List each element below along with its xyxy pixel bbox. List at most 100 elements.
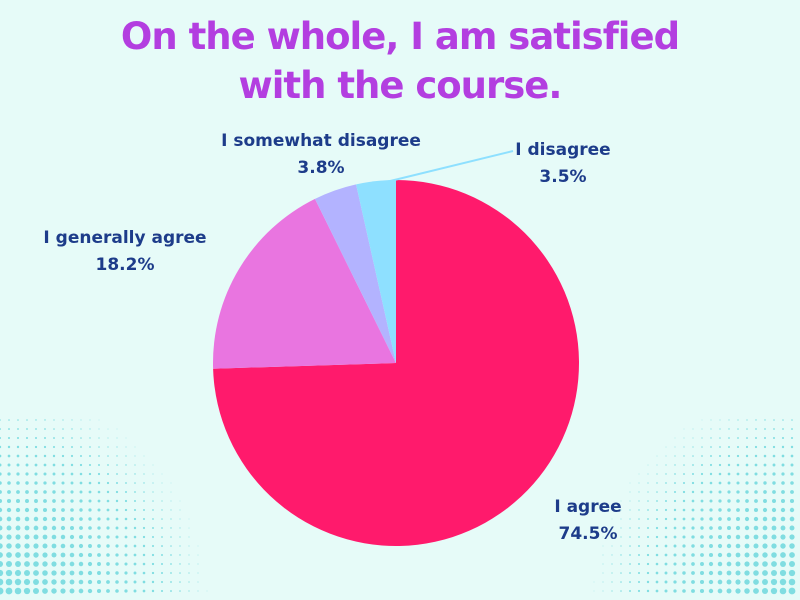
background-dot <box>791 419 793 421</box>
background-dot <box>0 419 1 421</box>
background-dot <box>709 508 713 512</box>
background-dot <box>115 535 119 539</box>
background-dot <box>691 508 695 512</box>
background-dot <box>152 473 154 475</box>
background-dot <box>116 428 118 430</box>
background-dot <box>79 499 83 503</box>
background-dot <box>142 589 146 593</box>
background-dot <box>736 499 740 503</box>
background-dot <box>179 545 181 547</box>
background-dot <box>106 499 110 503</box>
background-dot <box>790 454 794 458</box>
background-dot <box>170 563 172 565</box>
background-dot <box>97 517 101 521</box>
background-dot <box>116 455 118 457</box>
background-dot <box>88 481 92 485</box>
background-dot <box>161 545 163 547</box>
background-dot <box>107 446 109 448</box>
background-dot <box>691 472 695 476</box>
background-dot <box>782 428 784 430</box>
background-dot <box>34 454 38 458</box>
background-dot <box>665 464 667 466</box>
background-dot <box>762 579 768 585</box>
background-dot <box>708 579 714 585</box>
background-dot <box>682 535 686 539</box>
background-dot <box>152 509 154 511</box>
background-dot <box>124 553 128 557</box>
background-dot <box>656 500 658 502</box>
background-dot <box>673 535 677 539</box>
background-dot <box>789 498 795 504</box>
background-dot <box>52 454 56 458</box>
background-dot <box>629 545 631 547</box>
background-dot <box>770 578 778 586</box>
background-dot <box>647 509 649 511</box>
background-dot <box>655 589 659 593</box>
background-dot <box>673 562 677 566</box>
background-dot <box>791 428 793 430</box>
background-dot <box>25 499 29 503</box>
background-dot <box>727 499 731 503</box>
background-dot <box>655 544 659 548</box>
background-dot <box>620 518 622 520</box>
background-dot <box>700 544 704 548</box>
background-dot <box>656 473 658 475</box>
background-dot <box>70 508 74 512</box>
background-dot <box>7 481 11 485</box>
background-dot <box>700 535 704 539</box>
background-dot <box>762 552 768 558</box>
background-dot <box>98 428 100 430</box>
background-dot <box>655 526 659 530</box>
background-dot <box>88 463 92 467</box>
background-dot <box>106 508 110 512</box>
leader-line-i-disagree <box>381 150 514 184</box>
background-dot <box>717 588 723 594</box>
background-dot <box>42 516 48 522</box>
background-dot <box>682 499 686 503</box>
background-dot <box>691 517 695 521</box>
background-dot <box>16 490 20 494</box>
background-dot <box>664 571 668 575</box>
background-dot <box>709 481 713 485</box>
background-dot <box>78 543 84 549</box>
background-dot <box>629 518 631 520</box>
background-dot <box>42 507 48 513</box>
background-dot <box>779 569 787 577</box>
background-dot <box>781 490 785 494</box>
background-dot <box>673 517 677 521</box>
background-dot <box>15 516 21 522</box>
background-dot <box>762 561 768 567</box>
background-dot <box>772 436 776 440</box>
background-dot <box>6 516 12 522</box>
background-dot <box>673 544 677 548</box>
background-dot <box>42 543 48 549</box>
background-dot <box>611 536 613 538</box>
background-dot <box>683 437 685 439</box>
background-dot <box>629 563 631 565</box>
background-dot <box>125 473 127 475</box>
background-dot <box>638 500 640 502</box>
background-dot <box>755 428 757 430</box>
background-dot <box>51 561 57 567</box>
background-dot <box>33 516 39 522</box>
background-dot <box>14 578 22 586</box>
background-dot <box>79 508 83 512</box>
background-dot <box>69 525 75 531</box>
background-dot <box>682 544 686 548</box>
background-dot <box>23 578 31 586</box>
background-dot <box>197 554 199 556</box>
background-dot <box>61 481 65 485</box>
background-dot <box>34 481 38 485</box>
background-dot <box>737 437 739 439</box>
background-dot <box>620 554 622 556</box>
background-dot <box>87 588 93 594</box>
background-dot <box>736 463 740 467</box>
background-dot <box>188 545 190 547</box>
background-dot <box>602 545 604 547</box>
background-dot <box>88 508 92 512</box>
background-dot <box>97 526 101 530</box>
slice-label-i-agree: I agree <box>554 497 621 517</box>
background-dot <box>33 579 39 585</box>
background-dot <box>727 481 731 485</box>
background-dot <box>719 446 721 448</box>
